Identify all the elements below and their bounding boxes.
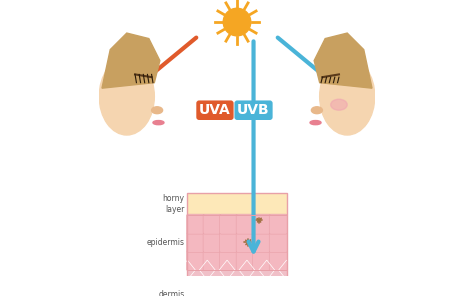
Text: horny
layer: horny layer: [163, 194, 185, 214]
FancyBboxPatch shape: [187, 251, 205, 271]
Text: epidermis: epidermis: [146, 238, 185, 247]
Text: UVB: UVB: [237, 103, 270, 117]
Text: UVA: UVA: [199, 103, 231, 117]
FancyBboxPatch shape: [203, 232, 221, 252]
Ellipse shape: [310, 120, 321, 125]
FancyBboxPatch shape: [219, 214, 238, 234]
Ellipse shape: [319, 58, 375, 135]
FancyBboxPatch shape: [203, 251, 221, 271]
FancyBboxPatch shape: [253, 251, 271, 271]
FancyBboxPatch shape: [219, 251, 238, 271]
FancyBboxPatch shape: [187, 270, 287, 296]
Ellipse shape: [331, 99, 347, 110]
FancyBboxPatch shape: [187, 215, 287, 270]
FancyBboxPatch shape: [236, 214, 255, 234]
Polygon shape: [314, 33, 372, 88]
FancyBboxPatch shape: [253, 214, 271, 234]
FancyBboxPatch shape: [187, 214, 205, 234]
Text: dermis: dermis: [158, 290, 185, 296]
FancyBboxPatch shape: [187, 232, 205, 252]
FancyBboxPatch shape: [203, 214, 221, 234]
Polygon shape: [102, 33, 160, 88]
Ellipse shape: [152, 107, 163, 114]
Bar: [187, 193, 287, 296]
FancyBboxPatch shape: [236, 251, 255, 271]
Ellipse shape: [311, 107, 322, 114]
FancyBboxPatch shape: [187, 193, 287, 215]
Circle shape: [223, 8, 251, 36]
Ellipse shape: [99, 58, 155, 135]
FancyBboxPatch shape: [269, 214, 287, 234]
Ellipse shape: [153, 120, 164, 125]
FancyBboxPatch shape: [219, 232, 238, 252]
FancyBboxPatch shape: [269, 251, 287, 271]
FancyBboxPatch shape: [269, 232, 287, 252]
FancyBboxPatch shape: [236, 232, 255, 252]
FancyBboxPatch shape: [253, 232, 271, 252]
